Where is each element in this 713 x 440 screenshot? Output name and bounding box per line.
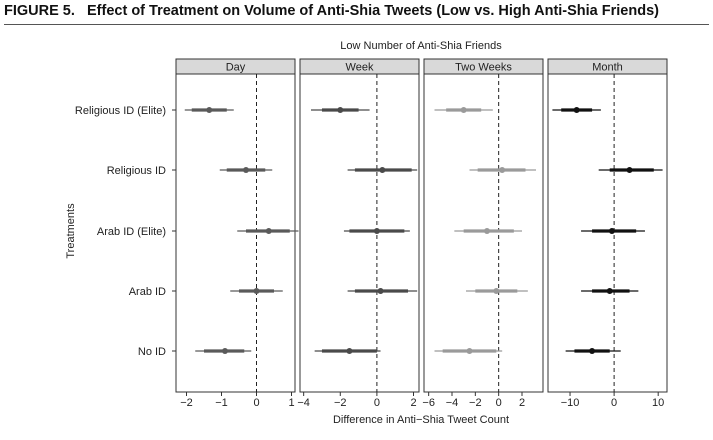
figure-label: FIGURE 5. [4, 3, 75, 19]
x-tick-label: 0 [611, 397, 617, 409]
point-estimate [626, 167, 633, 173]
point-estimate [243, 167, 249, 173]
point-estimate [608, 228, 615, 234]
treatment-label: Arab ID (Elite) [97, 226, 166, 238]
point-estimate [253, 288, 260, 294]
x-tick-label: −2 [469, 397, 482, 409]
x-tick-label: 10 [652, 397, 664, 409]
point-estimate [499, 167, 506, 173]
x-tick-label: 0 [496, 397, 502, 409]
x-tick-label: −6 [422, 397, 435, 409]
point-estimate [606, 288, 613, 294]
x-tick-label: −4 [446, 397, 459, 409]
point-estimate [222, 348, 228, 354]
panel-frame [423, 73, 544, 393]
x-tick-label: 0 [253, 397, 259, 409]
title-rule [4, 24, 709, 25]
point-estimate [589, 348, 596, 354]
x-tick-label: −10 [561, 397, 580, 409]
x-tick-label: −2 [334, 397, 347, 409]
point-estimate [337, 107, 344, 113]
treatment-label: Religious ID (Elite) [75, 105, 166, 117]
panel-frame [547, 73, 668, 393]
treatment-label: No ID [138, 346, 166, 358]
panel-title: Week [346, 62, 374, 74]
x-tick-label: 2 [519, 397, 525, 409]
panel-title: Day [226, 62, 246, 74]
panel-title: Two Weeks [455, 62, 512, 74]
figure-title: FIGURE 5. Effect of Treatment on Volume … [4, 3, 709, 19]
point-estimate [379, 167, 386, 173]
point-estimate [206, 107, 213, 113]
x-tick-label: −4 [297, 397, 310, 409]
x-tick-label: −1 [215, 397, 228, 409]
point-estimate [573, 107, 580, 113]
point-estimate [346, 348, 353, 354]
treatment-label: Religious ID [107, 165, 166, 177]
x-tick-label: 1 [288, 397, 294, 409]
panel-frame [299, 73, 420, 393]
point-estimate [460, 107, 467, 113]
point-estimate [493, 288, 500, 294]
panel-frame [175, 73, 296, 393]
treatment-label: Arab ID [129, 286, 166, 298]
point-estimate [484, 228, 490, 234]
point-estimate [377, 288, 384, 294]
chart-subtitle: Low Number of Anti-Shia Friends [340, 40, 502, 52]
x-tick-label: 2 [410, 397, 416, 409]
panel-title: Month [592, 62, 623, 74]
x-tick-label: −2 [180, 397, 193, 409]
point-estimate [265, 228, 272, 234]
y-axis-label: Treatments [65, 203, 77, 259]
figure-title-text: Effect of Treatment on Volume of Anti-Sh… [87, 3, 659, 19]
point-estimate [373, 228, 380, 234]
point-estimate [466, 348, 473, 354]
x-axis-label: Difference in Anti−Shia Tweet Count [333, 414, 509, 426]
x-tick-label: 0 [374, 397, 380, 409]
